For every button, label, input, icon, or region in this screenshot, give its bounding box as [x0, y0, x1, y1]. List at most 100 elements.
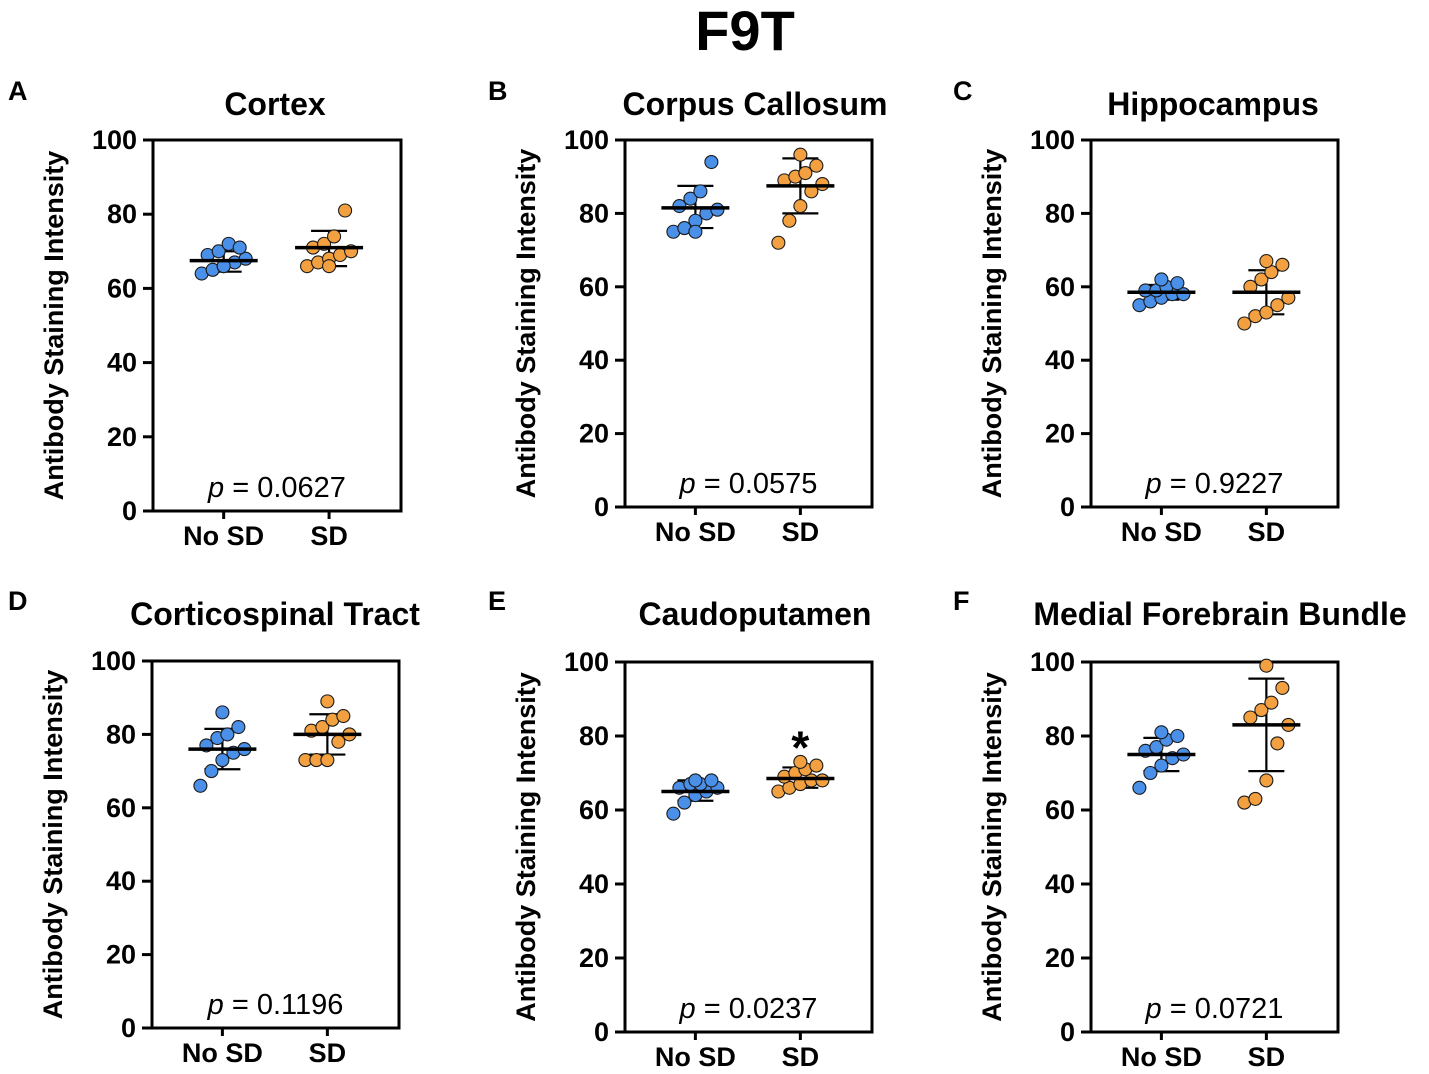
p-value: p = 0.0237	[679, 993, 818, 1025]
figure-title: F9T	[695, 0, 795, 62]
panel-d: D Corticospinal Tract Antibody Staining In…	[8, 586, 420, 1068]
data-point	[809, 758, 824, 773]
data-point	[215, 753, 230, 768]
x-category-label: No SD	[183, 521, 264, 551]
p-symbol: p	[1145, 468, 1162, 500]
data-point	[204, 764, 219, 779]
y-tick-label: 20	[1045, 419, 1075, 449]
panel-title: Cortex	[224, 86, 326, 122]
data-point	[1237, 316, 1252, 331]
x-category-label: No SD	[655, 1042, 736, 1072]
data-point	[1170, 276, 1185, 291]
p-symbol: p	[1145, 993, 1162, 1025]
y-tick-label: 20	[579, 419, 609, 449]
p-value-number: = 0.0627	[224, 472, 346, 504]
data-point	[320, 694, 335, 709]
y-tick-label: 20	[106, 940, 136, 970]
data-point	[193, 778, 208, 793]
y-tick-label: 80	[1045, 198, 1075, 228]
data-point	[338, 203, 353, 218]
data-point	[809, 158, 824, 173]
y-tick-label: 60	[1045, 272, 1075, 302]
p-value: p = 0.0721	[1145, 993, 1284, 1025]
data-point	[1270, 298, 1285, 313]
data-point	[336, 708, 351, 724]
data-point	[815, 773, 830, 788]
p-value: p = 0.0575	[679, 468, 818, 500]
data-point	[704, 773, 719, 788]
data-point	[1143, 765, 1158, 781]
panel-letter: D	[8, 586, 28, 616]
data-point	[232, 240, 247, 255]
data-point	[677, 795, 692, 810]
data-point	[1275, 257, 1290, 272]
y-axis-label: Antibody Staining Intensity	[977, 672, 1007, 1022]
y-tick-label: 0	[1060, 492, 1075, 522]
data-point	[1154, 272, 1169, 287]
data-point	[793, 147, 808, 162]
x-category-label: SD	[309, 1038, 347, 1068]
p-value-number: = 0.0237	[696, 993, 818, 1025]
data-point	[782, 213, 797, 228]
y-tick-label: 0	[121, 1013, 136, 1043]
data-point	[793, 754, 808, 769]
plot-frame	[1089, 660, 1340, 1034]
data-point	[710, 202, 725, 217]
data-point	[220, 727, 235, 742]
data-point	[704, 154, 719, 170]
data-point	[798, 165, 813, 181]
p-value-number: = 0.1196	[224, 989, 344, 1021]
x-category-label: No SD	[1121, 517, 1202, 547]
y-tick-label: 60	[106, 793, 136, 823]
y-tick-label: 40	[1045, 345, 1075, 375]
y-tick-label: 100	[91, 646, 136, 676]
data-point	[327, 229, 342, 244]
data-point	[1259, 773, 1274, 788]
panel-b: B Corpus Callosum Antibody Staining Intens…	[488, 76, 887, 547]
data-point	[1170, 728, 1185, 744]
p-value: p = 0.1196	[207, 989, 344, 1021]
y-axis-label: Antibody Staining Intensity	[511, 672, 541, 1022]
panel-title: Medial Forebrain Bundle	[1033, 596, 1406, 632]
y-tick-label: 40	[579, 345, 609, 375]
significance-marker: *	[791, 721, 809, 773]
data-point	[322, 259, 337, 274]
y-tick-label: 60	[1045, 795, 1075, 825]
panel-letter: C	[953, 76, 973, 106]
p-value: p = 0.0627	[207, 472, 346, 504]
data-point	[771, 235, 786, 250]
p-symbol: p	[679, 468, 696, 500]
y-tick-label: 0	[1060, 1017, 1075, 1047]
y-tick-label: 80	[579, 721, 609, 751]
y-tick-label: 100	[564, 647, 609, 677]
y-tick-label: 80	[107, 199, 137, 229]
y-tick-label: 20	[1045, 943, 1075, 973]
panel-a: A Cortex Antibody Staining Intensity 0 20 40 6…	[8, 76, 403, 551]
y-tick-label: 100	[92, 125, 137, 155]
data-point	[1259, 254, 1274, 269]
p-value-number: = 0.0575	[696, 468, 818, 500]
data-point	[1254, 703, 1269, 718]
p-symbol: p	[207, 989, 224, 1021]
data-point	[793, 199, 808, 214]
panel-letter: A	[8, 76, 28, 106]
x-category-label: No SD	[182, 1038, 263, 1068]
x-category-label: No SD	[655, 517, 736, 547]
data-point	[1259, 658, 1274, 673]
data-point	[1132, 780, 1147, 795]
data-point	[211, 244, 226, 259]
data-point	[1275, 680, 1290, 695]
data-point	[1154, 725, 1169, 740]
data-point	[688, 773, 703, 788]
y-axis-label: Antibody Staining Intensity	[977, 149, 1007, 499]
p-value-number: = 0.9227	[1162, 468, 1284, 500]
data-point	[1154, 758, 1169, 773]
y-tick-label: 60	[579, 272, 609, 302]
x-category-label: SD	[310, 521, 348, 551]
y-tick-label: 80	[579, 198, 609, 228]
panel-c: C Hippocampus Antibody Staining Intensity 0…	[953, 76, 1340, 547]
panel-title: Hippocampus	[1107, 86, 1319, 122]
y-tick-label: 100	[1030, 647, 1075, 677]
data-point	[1243, 710, 1258, 725]
